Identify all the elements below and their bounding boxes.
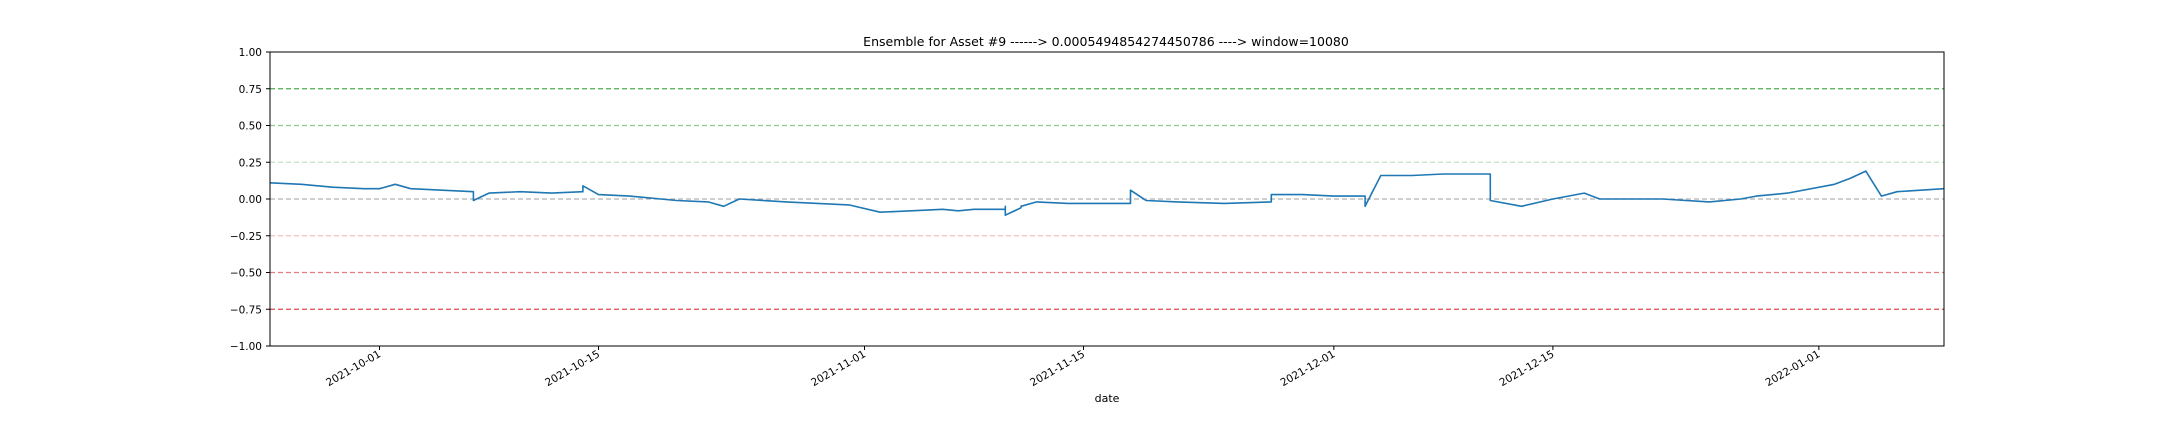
series-layer: [269, 170, 1945, 216]
x-tick-label: 2021-12-15: [1498, 348, 1557, 389]
y-tick-label: 0.00: [239, 194, 262, 206]
chart-title: Ensemble for Asset #9 ------> 0.00054948…: [863, 34, 1349, 49]
y-tick-label: −0.25: [230, 231, 262, 243]
x-tick-label: 2021-11-01: [809, 348, 868, 389]
x-tick-label: 2021-10-01: [324, 348, 383, 389]
series-line-0: [269, 170, 1945, 216]
x-tick-label: 2021-10-15: [543, 348, 602, 389]
y-tick-label: −0.50: [230, 268, 262, 280]
x-tick-label: 2022-01-01: [1763, 348, 1822, 389]
y-tick-label: 1.00: [239, 47, 262, 59]
y-tick-label: 0.25: [239, 157, 262, 169]
y-tick-label: −1.00: [230, 341, 262, 353]
y-tick-label: 0.50: [239, 121, 262, 133]
x-axis: 2021-10-01 2021-10-15 2021-11-01 2021-11-15…: [324, 346, 1822, 389]
x-tick-label: 2021-12-01: [1278, 348, 1337, 389]
y-tick-label: −0.75: [230, 304, 262, 316]
y-axis: 1.00 0.75 0.50 0.25 0.00 −0.25 −0.50 −0.75 −1.00: [230, 47, 270, 353]
x-tick-label: 2021-11-15: [1028, 348, 1087, 389]
y-tick-label: 0.75: [239, 84, 262, 96]
reference-lines: [270, 88, 1944, 310]
x-axis-label: date: [1095, 392, 1120, 405]
